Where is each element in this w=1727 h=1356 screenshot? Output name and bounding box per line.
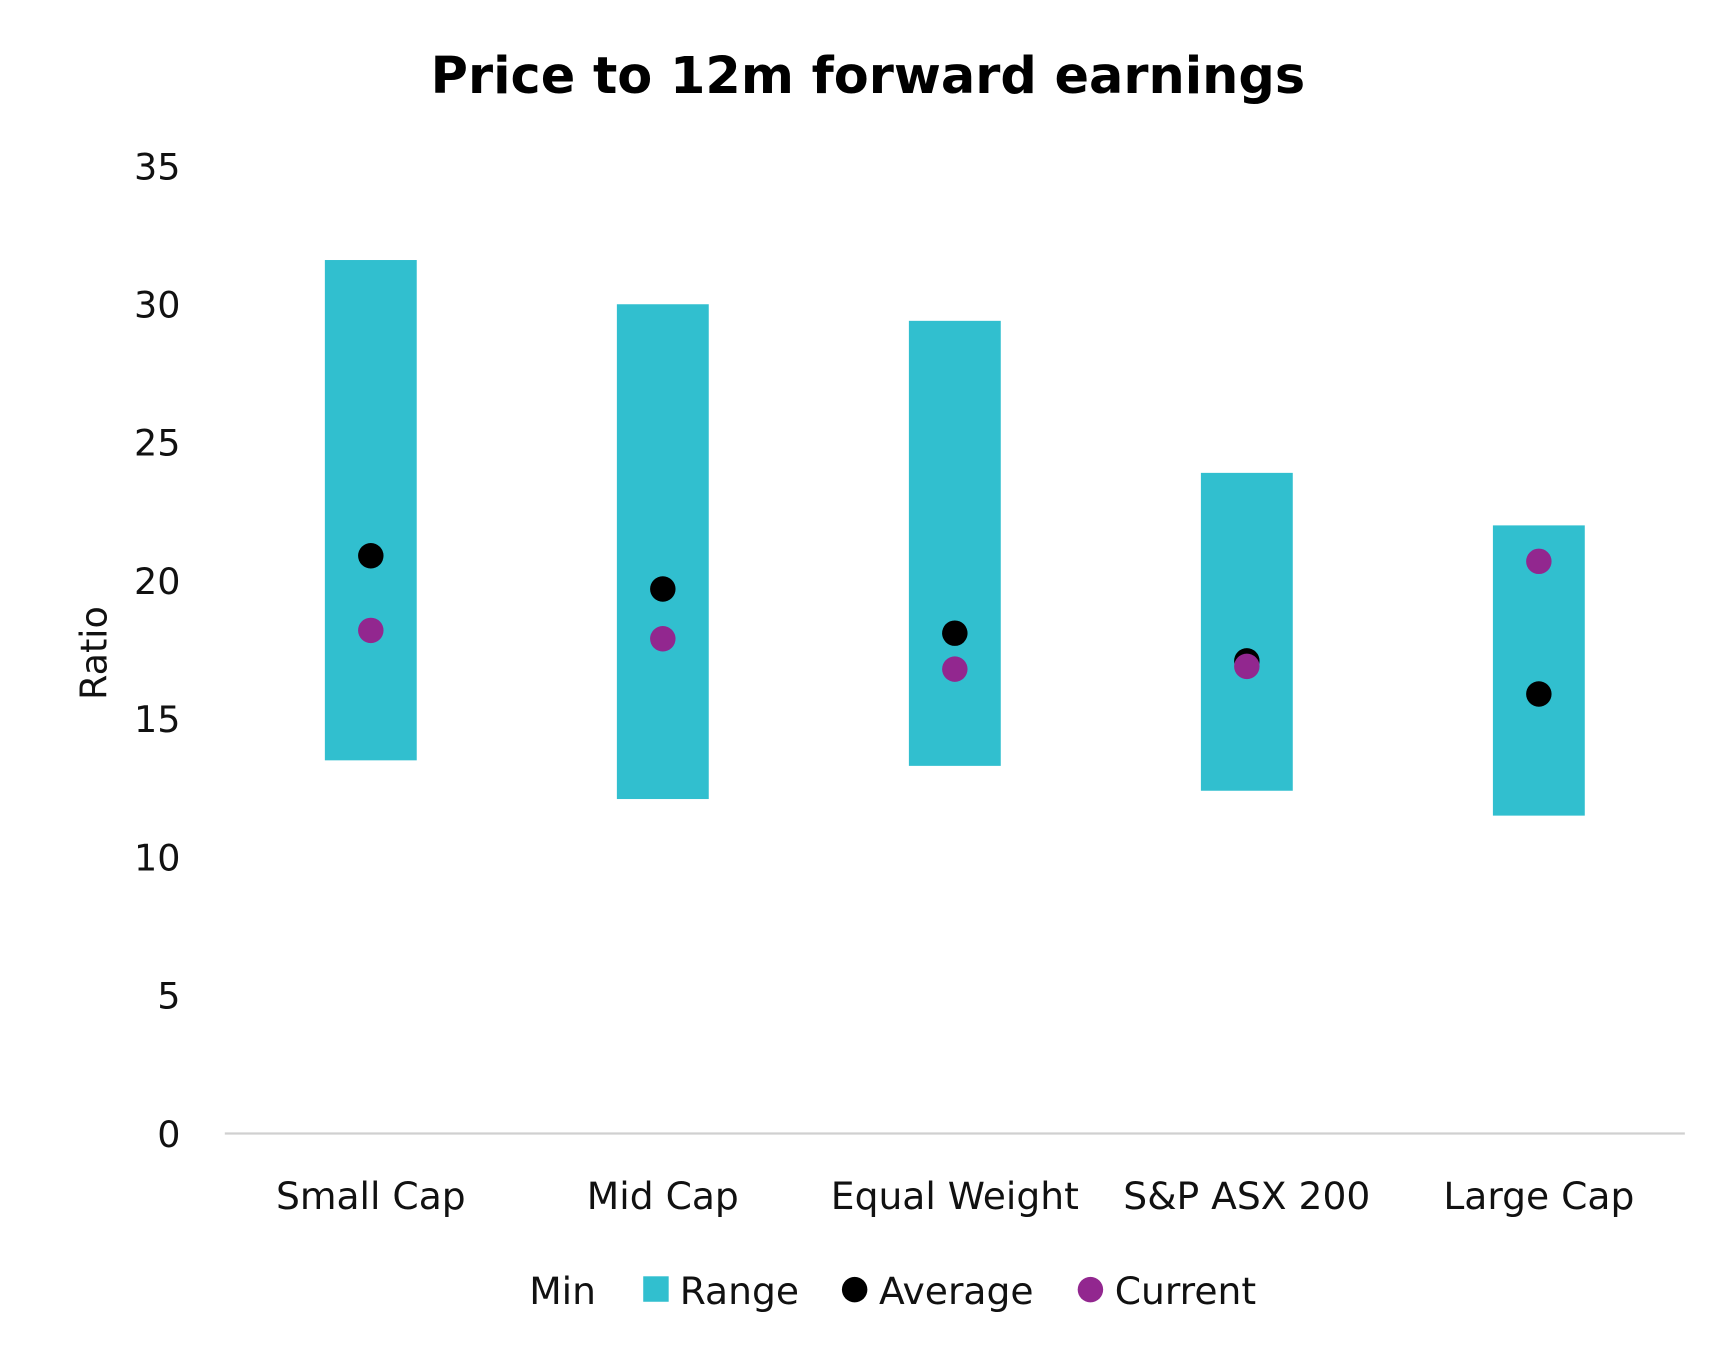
average-marker	[942, 620, 968, 646]
y-tick-label: 0	[157, 1113, 180, 1156]
x-tick-label: Equal Weight	[831, 1174, 1079, 1218]
y-tick-label: 25	[134, 422, 180, 465]
legend-label-min: Min	[529, 1269, 596, 1313]
legend: Min Range Average Current	[529, 1269, 1256, 1313]
range-bar	[616, 304, 709, 800]
range-bar	[908, 320, 1001, 766]
x-tick-label: Mid Cap	[587, 1174, 739, 1218]
legend-label-current: Current	[1115, 1269, 1256, 1313]
legend-swatch-current	[1077, 1276, 1104, 1303]
x-tick-label: Large Cap	[1443, 1174, 1634, 1218]
y-tick-label: 20	[134, 560, 180, 603]
x-tick-label: Small Cap	[276, 1174, 466, 1218]
current-marker	[1234, 653, 1260, 680]
current-marker	[1526, 548, 1552, 575]
x-tick-label: S&P ASX 200	[1123, 1174, 1370, 1218]
y-tick-label: 30	[134, 284, 180, 327]
legend-swatch-range	[643, 1276, 669, 1302]
y-tick-label: 35	[134, 145, 180, 188]
average-marker	[650, 576, 676, 602]
legend-label-range: Range	[680, 1269, 799, 1313]
range-bar	[1200, 472, 1293, 791]
y-axis-label: Ratio	[72, 606, 115, 700]
y-tick-label: 15	[134, 698, 180, 741]
range-bar	[324, 260, 417, 761]
average-marker	[358, 543, 384, 569]
current-marker	[942, 656, 968, 682]
y-tick-label: 10	[134, 836, 180, 879]
current-marker	[650, 625, 676, 652]
legend-label-average: Average	[879, 1269, 1034, 1313]
y-tick-label: 5	[157, 975, 180, 1018]
current-marker	[358, 617, 384, 644]
legend-swatch-average	[841, 1276, 868, 1303]
chart-title: Price to 12m forward earnings	[431, 47, 1305, 106]
average-marker	[1526, 681, 1552, 707]
